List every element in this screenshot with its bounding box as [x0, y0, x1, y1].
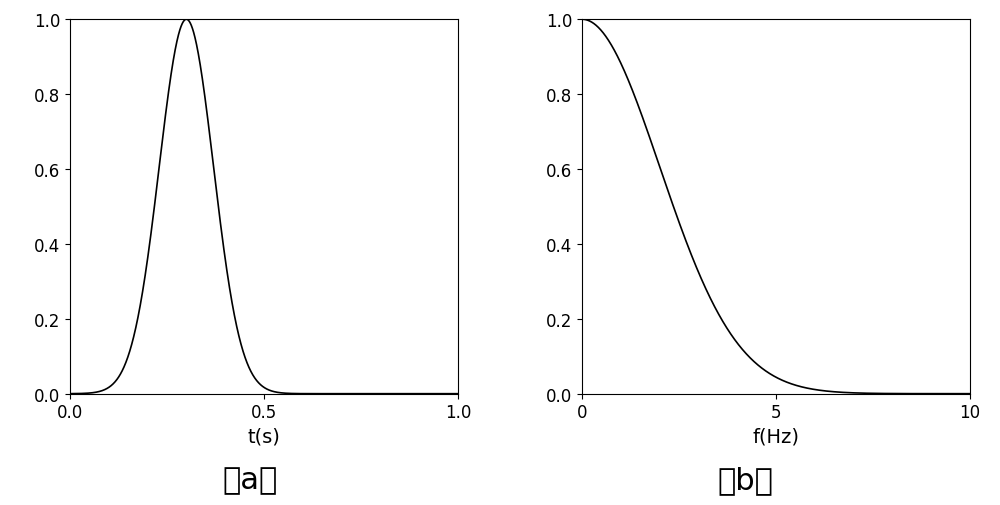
Text: （a）: （a） — [222, 465, 278, 494]
X-axis label: t(s): t(s) — [248, 427, 280, 446]
Text: （b）: （b） — [717, 465, 773, 494]
X-axis label: f(Hz): f(Hz) — [753, 427, 800, 446]
